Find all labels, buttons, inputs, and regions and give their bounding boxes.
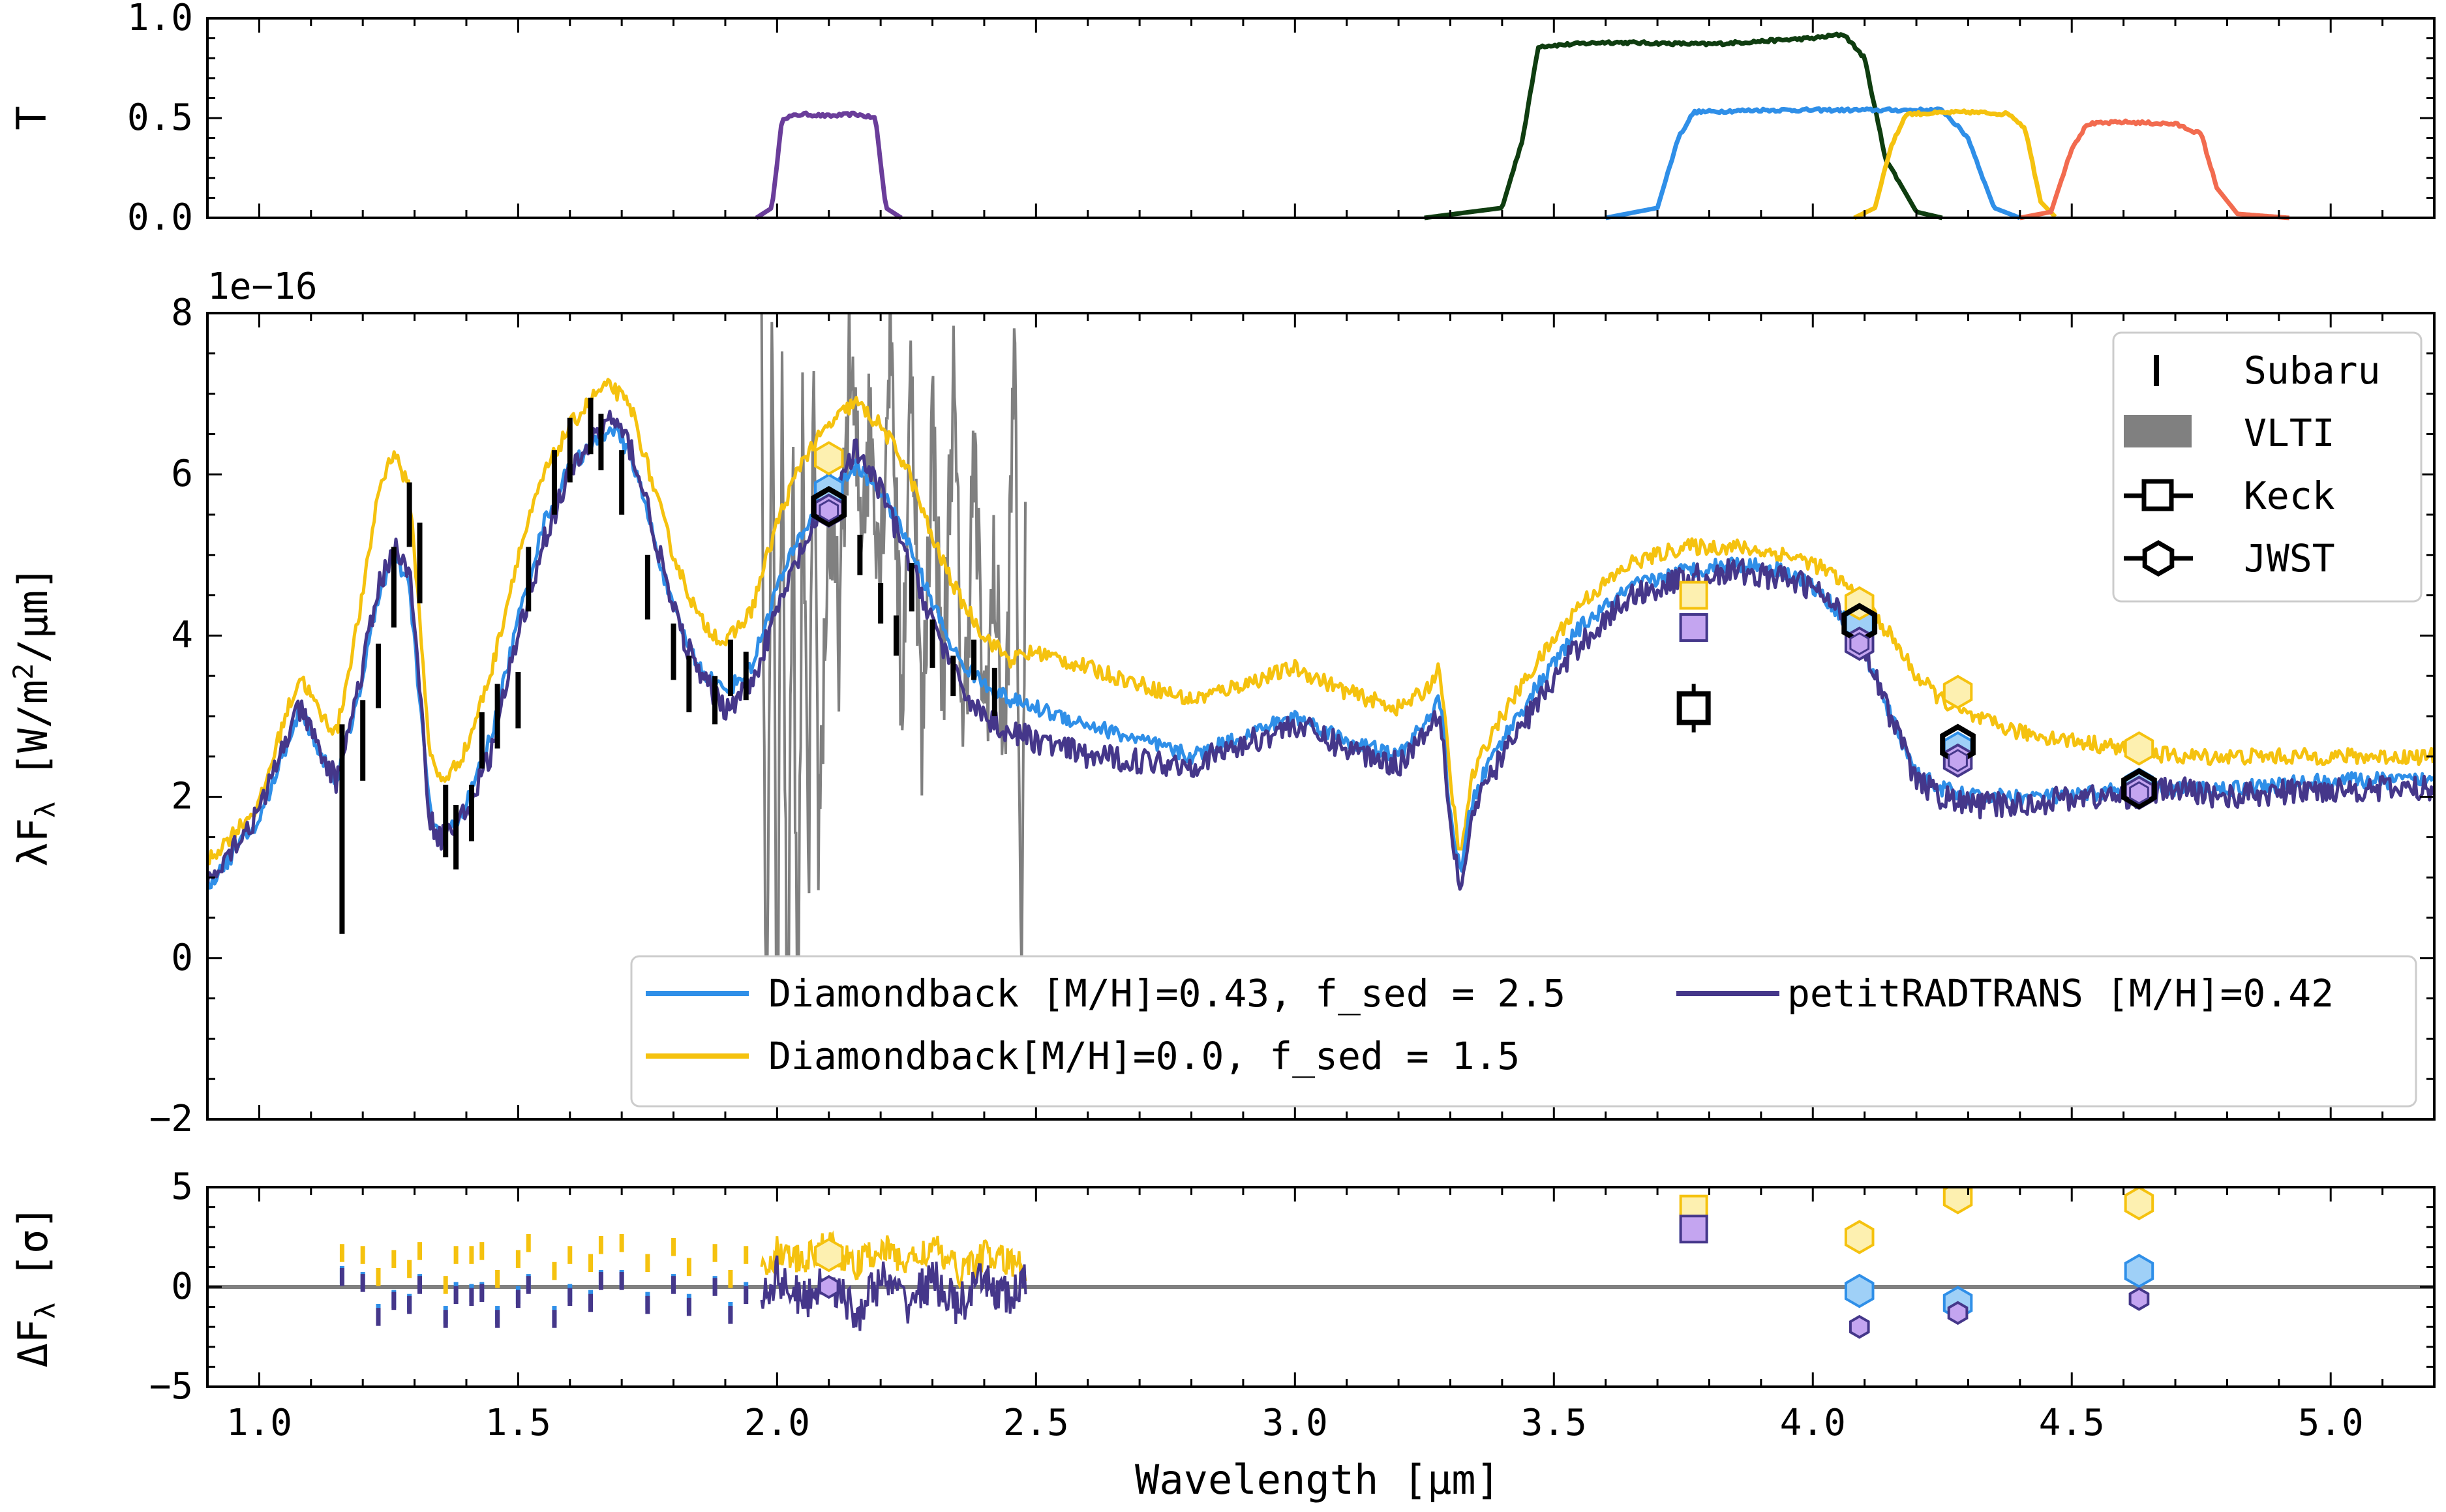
legend-diamondback-043: Diamondback [M/H]=0.43, f_sed = 2.5 (768, 971, 1565, 1016)
filter-curve-0 (755, 110, 903, 220)
residual-jwst-point (1844, 1273, 1875, 1308)
x-tick-label: 3.0 (1262, 1402, 1328, 1444)
residual-jwst-point (818, 1275, 839, 1299)
model-jwst-point (2124, 731, 2154, 766)
diamondback-043-spectrum (207, 425, 2434, 890)
residual-jwst-point (1947, 1301, 1969, 1325)
petitradtrans-spectrum (207, 410, 2434, 891)
residual-jwst-point (2128, 1287, 2150, 1311)
diamondback-00-spectrum (207, 378, 2434, 866)
legend-diamondback-00: Diamondback[M/H]=0.0, f_sed = 1.5 (768, 1034, 1520, 1078)
legend-petitradtrans: petitRADTRANS [M/H]=0.42 (1787, 971, 2334, 1016)
y-tick-label: 0.0 (127, 196, 193, 239)
instrument-legend-box (2112, 331, 2423, 603)
model-legend-box (630, 955, 2417, 1108)
vlti-spectrum (760, 313, 1027, 1068)
spectrum-ylabel: λFλ [W/m2/μm] (7, 566, 61, 866)
residual-jwst-point (1942, 1187, 1973, 1215)
residual-jwst-point (1844, 1220, 1875, 1254)
residual-panel: −5 0 5 ΔFλ [σ] 1.0 1.5 2.0 2.5 3.0 3.5 4.0 4.5 5.0… (9, 1166, 2436, 1504)
x-tick-labels: 1.0 1.5 2.0 2.5 3.0 3.5 4.0 4.5 5.0 (226, 1402, 2364, 1444)
y-tick-label: 0 (171, 1265, 193, 1308)
y-tick-label: −5 (149, 1365, 193, 1408)
model-jwst-point-inner (2129, 781, 2149, 805)
residual-jwst-point (2124, 1187, 2154, 1220)
y-tick-label: 8 (171, 292, 193, 334)
model-legend: Diamondback [M/H]=0.43, f_sed = 2.5 Diam… (630, 955, 2417, 1108)
legend-subaru: Subaru (2244, 348, 2381, 393)
legend-jwst: JWST (2244, 536, 2335, 581)
spectrum-plot-area (207, 313, 2434, 1068)
keck-legend-marker (2141, 479, 2174, 511)
y-tick-label: 0 (171, 937, 193, 979)
jwst-point (2121, 768, 2157, 809)
spectrum-panel: −2 0 2 4 6 8 1e−16 λFλ [W/m2/μm] Subaru VLTI … (7, 265, 2436, 1140)
residual-jwst-point (2124, 1254, 2154, 1288)
model-jwst-point-inner (1849, 632, 1870, 656)
x-tick-label: 4.5 (2039, 1402, 2105, 1444)
y-tick-label: −2 (149, 1098, 193, 1140)
residual-jwst-point (814, 1237, 844, 1273)
filter-curve-3 (1853, 108, 2057, 220)
y-tick-label: 0.5 (127, 97, 193, 139)
legend-keck: Keck (2244, 474, 2335, 518)
x-tick-label: 5.0 (2298, 1402, 2364, 1444)
filter-curve-4 (2019, 118, 2289, 220)
y-tick-label: 4 (171, 614, 193, 656)
model-jwst-point-inner (819, 499, 839, 522)
spectrum-offset-text: 1e−16 (207, 265, 318, 308)
x-axis-label: Wavelength [μm] (1135, 1456, 1500, 1504)
y-tick-label: 5 (171, 1166, 193, 1208)
residual-jwst-point (1849, 1314, 1870, 1339)
residual-keck-point (1679, 1215, 1708, 1244)
filter-curve-1 (1424, 31, 1943, 220)
y-tick-label: 2 (171, 776, 193, 818)
x-tick-label: 2.0 (744, 1402, 810, 1444)
transmission-ylabel: T (8, 106, 55, 130)
x-tick-label: 4.0 (1780, 1402, 1846, 1444)
legend-vlti: VLTI (2244, 411, 2335, 455)
model-jwst-point-inner (1948, 749, 1968, 772)
transmission-ticks: 0.0 0.5 1.0 (127, 0, 2436, 239)
x-tick-label: 1.0 (226, 1402, 292, 1444)
jwst-legend-marker (2142, 539, 2175, 577)
x-tick-label: 2.5 (1003, 1402, 1069, 1444)
model-keck-point (1679, 613, 1708, 643)
spectrum-ticks: −2 0 2 4 6 8 (149, 292, 2436, 1140)
instrument-legend: Subaru VLTI Keck JWST (2112, 331, 2423, 603)
transmission-axes-frame (206, 17, 2436, 219)
model-jwst-point (814, 441, 844, 476)
vlti-legend-marker (2124, 415, 2192, 447)
x-tick-label: 1.5 (485, 1402, 551, 1444)
x-tick-label: 3.5 (1521, 1402, 1587, 1444)
filter-curve-2 (1605, 106, 2021, 220)
keck-point (1676, 691, 1711, 725)
residual-ticks: −5 0 5 (149, 1166, 2436, 1408)
model-keck-point (1679, 581, 1708, 610)
model-jwst-point (1942, 674, 1973, 710)
y-tick-label: 6 (171, 453, 193, 495)
residual-plot-area (207, 1187, 2434, 1339)
residual-vlti-petitradtrans (760, 1255, 1027, 1331)
y-tick-label: 1.0 (127, 0, 193, 39)
residual-ylabel: ΔFλ [σ] (9, 1205, 61, 1367)
jwst-point (811, 485, 847, 528)
transmission-curves (755, 31, 2289, 220)
transmission-panel: 0.0 0.5 1.0 T (8, 0, 2436, 239)
